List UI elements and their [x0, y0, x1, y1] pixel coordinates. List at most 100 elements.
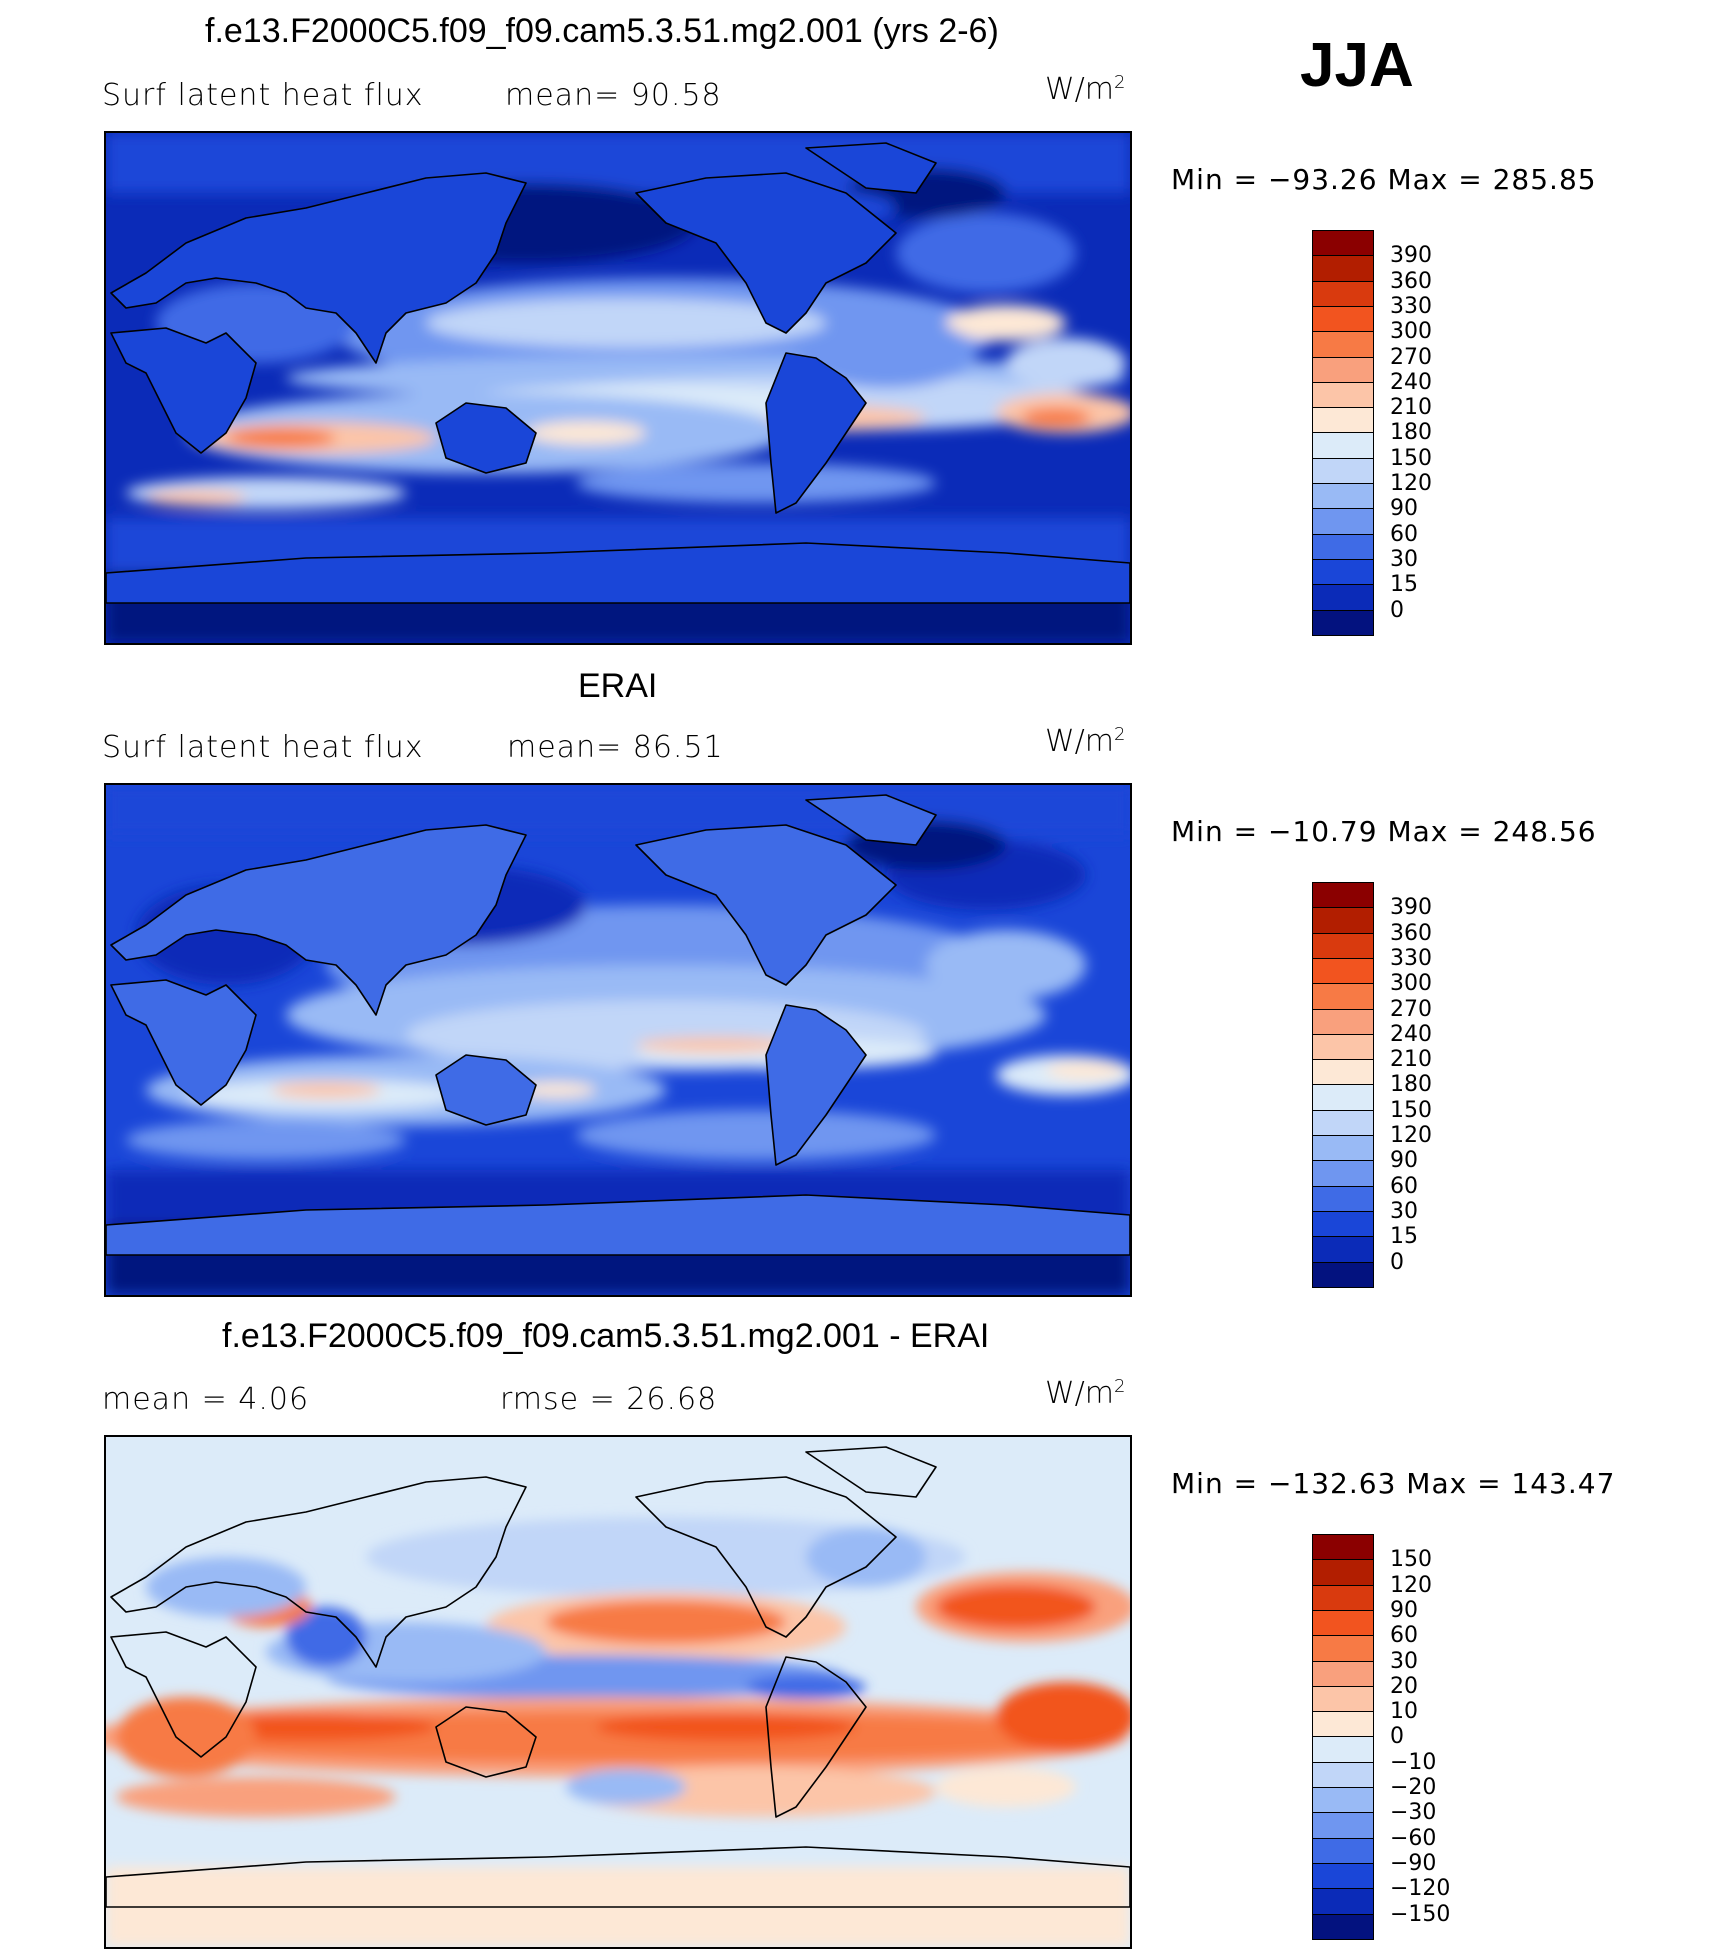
colorbar-label: 90: [1390, 496, 1418, 522]
panel1-title: f.e13.F2000C5.f09_f09.cam5.3.51.mg2.001 …: [205, 12, 999, 50]
colorbar-label: 180: [1390, 1072, 1432, 1098]
colorbar-label: 300: [1390, 971, 1432, 997]
colorbar-label: 90: [1390, 1597, 1418, 1623]
colorbar-swatch: [1312, 483, 1374, 510]
panel2-title: ERAI: [578, 667, 658, 705]
colorbar-label: 0: [1390, 1249, 1404, 1275]
colorbar-label: −90: [1390, 1850, 1437, 1876]
colorbar-swatch: [1312, 1534, 1374, 1561]
colorbar-label: 30: [1390, 546, 1418, 572]
panel3-title: f.e13.F2000C5.f09_f09.cam5.3.51.mg2.001 …: [222, 1317, 990, 1355]
colorbar-swatch: [1312, 1059, 1374, 1086]
panel2-map-svg: [106, 785, 1130, 1295]
colorbar-label: 120: [1390, 1572, 1432, 1598]
panel3-colorbar: 150 120 90 60 30 20 10 0 −10 −20 −30 −60 −90 −120 −150: [1312, 1534, 1472, 1941]
panel1-colorbar: 390 360 330 300 270 240 210 180 150 120 90 60 30 15 0: [1312, 230, 1472, 637]
panel2-units: W/m2: [1045, 724, 1126, 759]
colorbar-swatch: [1312, 305, 1374, 333]
colorbar-label: 30: [1390, 1648, 1418, 1674]
colorbar-label: 150: [1390, 1097, 1432, 1123]
colorbar-swatch: [1312, 1584, 1374, 1612]
colorbar-swatch: [1312, 1837, 1374, 1865]
colorbar-label: 270: [1390, 344, 1432, 370]
panel1-variable-label: Surf latent heat flux: [102, 78, 424, 113]
colorbar-swatch: [1312, 280, 1374, 308]
panel3-minmax: Min = −132.63 Max = 143.47: [1171, 1467, 1616, 1500]
colorbar-swatch: [1312, 1008, 1374, 1036]
colorbar-swatch: [1312, 1761, 1374, 1789]
panel3-map-svg: [106, 1437, 1130, 1947]
colorbar-swatch: [1312, 932, 1374, 960]
colorbar-label: 10: [1390, 1699, 1418, 1725]
colorbar-label: 30: [1390, 1198, 1418, 1224]
colorbar-swatch: [1312, 1812, 1374, 1840]
colorbar-swatch: [1312, 957, 1374, 985]
colorbar-label: 60: [1390, 521, 1418, 547]
colorbar-swatch: [1312, 1888, 1374, 1915]
colorbar-swatch: [1312, 533, 1374, 561]
colorbar-label: 330: [1390, 293, 1432, 319]
panel3-rmse-label: rmse = 26.68: [500, 1382, 718, 1417]
colorbar-swatch: [1312, 1685, 1374, 1713]
colorbar-label: 300: [1390, 319, 1432, 345]
colorbar-label: 150: [1390, 1547, 1432, 1573]
colorbar-swatch: [1312, 609, 1374, 637]
colorbar-swatch: [1312, 407, 1374, 434]
colorbar-swatch: [1312, 1135, 1374, 1162]
colorbar-label: 270: [1390, 996, 1432, 1022]
colorbar-swatch: [1312, 255, 1374, 283]
colorbar-swatch: [1312, 584, 1374, 611]
colorbar-swatch: [1312, 230, 1374, 257]
colorbar-label: −60: [1390, 1825, 1437, 1851]
panel3-mean-label: mean = 4.06: [102, 1382, 310, 1417]
colorbar-swatch: [1312, 1210, 1374, 1238]
panel1-units: W/m2: [1045, 72, 1126, 107]
colorbar-swatch: [1312, 1660, 1374, 1688]
colorbar-label: 180: [1390, 420, 1432, 446]
panel3-map: [104, 1435, 1132, 1949]
panel2-map: [104, 783, 1132, 1297]
colorbar-swatch: [1312, 1913, 1374, 1941]
colorbar-swatch: [1312, 1160, 1374, 1188]
colorbar-swatch: [1312, 1787, 1374, 1814]
panel1-minmax: Min = −93.26 Max = 285.85: [1171, 163, 1597, 196]
colorbar-swatch: [1312, 983, 1374, 1010]
colorbar-swatch: [1312, 1736, 1374, 1764]
colorbar-swatch: [1312, 1559, 1374, 1587]
colorbar-swatch: [1312, 457, 1374, 485]
colorbar-label: 60: [1390, 1173, 1418, 1199]
colorbar-swatch: [1312, 1185, 1374, 1213]
colorbar-label: 360: [1390, 920, 1432, 946]
colorbar-swatch: [1312, 1635, 1374, 1662]
colorbar-swatch: [1312, 1109, 1374, 1137]
colorbar-swatch: [1312, 1711, 1374, 1738]
colorbar-label: 90: [1390, 1148, 1418, 1174]
colorbar-label: 210: [1390, 395, 1432, 421]
panel2-minmax: Min = −10.79 Max = 248.56: [1171, 815, 1597, 848]
colorbar-label: 240: [1390, 369, 1432, 395]
panel3-units: W/m2: [1045, 1376, 1126, 1411]
colorbar-swatch: [1312, 356, 1374, 384]
colorbar-label: −20: [1390, 1775, 1437, 1800]
colorbar-label: 120: [1390, 471, 1432, 496]
colorbar-label: 360: [1390, 268, 1432, 294]
panel1-map-svg: [106, 133, 1130, 643]
colorbar-swatch: [1312, 882, 1374, 909]
panel2-colorbar: 390 360 330 300 270 240 210 180 150 120 90 60 30 15 0: [1312, 882, 1472, 1289]
colorbar-swatch: [1312, 558, 1374, 586]
colorbar-swatch: [1312, 432, 1374, 460]
colorbar-swatch: [1312, 1862, 1374, 1890]
colorbar-swatch: [1312, 907, 1374, 935]
colorbar-label: −10: [1390, 1749, 1437, 1775]
colorbar-label: 15: [1390, 1224, 1418, 1250]
colorbar-label: −150: [1390, 1901, 1451, 1927]
colorbar-swatch: [1312, 1236, 1374, 1263]
colorbar-swatch: [1312, 1084, 1374, 1112]
colorbar-label: −120: [1390, 1876, 1451, 1902]
colorbar-label: 390: [1390, 243, 1432, 269]
colorbar-swatch: [1312, 1609, 1374, 1637]
colorbar-label: 210: [1390, 1047, 1432, 1073]
colorbar-label: 240: [1390, 1021, 1432, 1047]
colorbar-label: 0: [1390, 1724, 1404, 1750]
colorbar-label: 20: [1390, 1673, 1418, 1699]
